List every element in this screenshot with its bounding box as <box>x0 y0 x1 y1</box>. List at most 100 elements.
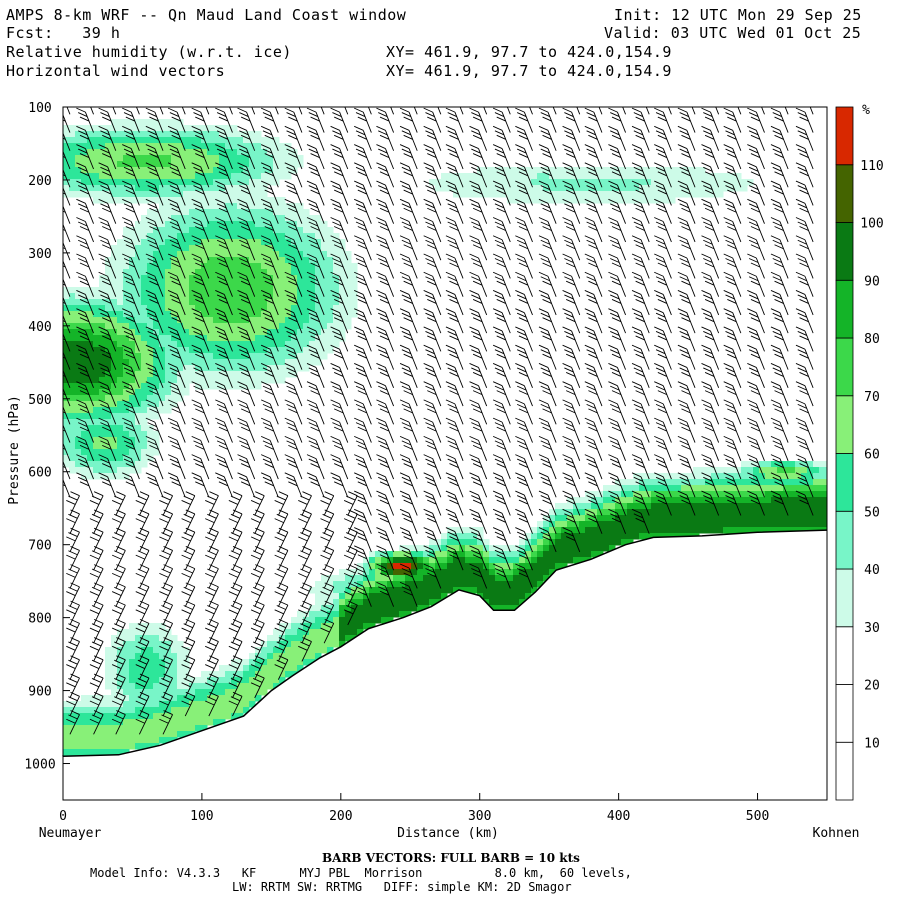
rh-cell <box>429 545 436 552</box>
rh-cell <box>141 143 148 150</box>
rh-cell <box>807 461 814 468</box>
rh-cell <box>177 719 184 726</box>
rh-cell <box>333 605 340 612</box>
rh-cell <box>153 353 160 360</box>
rh-cell <box>483 593 490 600</box>
rh-cell <box>699 491 706 498</box>
rh-cell <box>651 509 658 516</box>
rh-cell <box>225 311 232 318</box>
wind-barb-flag <box>68 605 78 610</box>
rh-cell <box>201 695 208 702</box>
rh-cell <box>135 377 142 384</box>
rh-cell <box>231 299 238 306</box>
rh-cell <box>747 503 754 510</box>
wind-barb-staff <box>107 440 117 461</box>
rh-cell <box>237 233 244 240</box>
rh-cell <box>819 515 826 522</box>
rh-cell <box>519 557 526 564</box>
wind-barb-flag <box>191 253 201 259</box>
rh-cell <box>159 341 166 348</box>
rh-cell <box>345 617 352 624</box>
rh-cell <box>177 119 184 126</box>
rh-cell <box>267 287 274 294</box>
rh-cell <box>237 689 244 696</box>
rh-cell <box>183 383 190 390</box>
wind-barb-flag <box>218 463 229 469</box>
wind-barb-flag <box>167 344 178 350</box>
rh-cell <box>801 485 808 492</box>
rh-cell <box>171 395 178 402</box>
wind-barb-flag <box>66 718 76 724</box>
rh-cell <box>741 485 748 492</box>
rh-cell <box>357 605 364 612</box>
rh-cell <box>243 311 250 318</box>
rh-cell <box>75 419 82 426</box>
wind-barb-flag <box>195 244 205 250</box>
rh-cell <box>507 197 514 204</box>
wind-barb-staff <box>232 641 243 662</box>
rh-cell <box>465 173 472 180</box>
wind-barb-staff <box>223 184 233 206</box>
rh-cell <box>393 563 400 570</box>
wind-barb-flag <box>239 258 249 263</box>
rh-cell <box>117 671 124 678</box>
rh-cell <box>513 575 520 582</box>
wind-barb-staff <box>138 714 150 735</box>
wind-barb-flag <box>68 495 78 501</box>
wind-barb-flag <box>169 440 180 446</box>
rh-cell <box>561 521 568 528</box>
wind-barb-staff <box>232 623 243 644</box>
rh-cell <box>387 617 394 624</box>
rh-cell <box>111 653 118 660</box>
rh-cell <box>327 239 334 246</box>
rh-cell <box>135 125 142 132</box>
wind-barb-flag <box>181 554 191 560</box>
rh-cell <box>141 659 148 666</box>
rh-cell <box>309 299 316 306</box>
rh-cell <box>405 587 412 594</box>
rh-cell <box>63 317 70 324</box>
rh-cell <box>783 473 790 480</box>
rh-cell <box>69 191 76 198</box>
rh-cell <box>147 425 154 432</box>
rh-cell <box>819 509 826 516</box>
wind-barb-flag <box>93 564 104 570</box>
rh-cell <box>105 647 112 654</box>
rh-cell <box>627 191 634 198</box>
rh-cell <box>663 521 670 528</box>
rh-cell <box>261 221 268 228</box>
wind-barb-flag <box>102 335 112 341</box>
rh-cell <box>255 323 262 330</box>
rh-cell <box>585 497 592 504</box>
rh-cell <box>219 281 226 288</box>
rh-cell <box>159 215 166 222</box>
rh-cell <box>165 191 172 198</box>
wind-barb-flag <box>125 481 136 487</box>
rh-cell <box>519 569 526 576</box>
rh-cell <box>153 443 160 450</box>
wind-barb-flag <box>159 572 169 578</box>
wind-barb-staff <box>205 107 210 115</box>
wind-barb-staff <box>232 677 243 699</box>
rh-cell <box>189 221 196 228</box>
rh-cell <box>303 329 310 336</box>
rh-cell <box>279 167 286 174</box>
rh-cell <box>231 281 238 288</box>
rh-cell <box>111 305 118 312</box>
wind-barb-staff <box>84 111 94 133</box>
rh-cell <box>69 743 76 750</box>
rh-cell <box>213 137 220 144</box>
rh-cell <box>81 323 88 330</box>
wind-barb-staff <box>223 421 233 443</box>
rh-cell <box>147 239 154 246</box>
rh-cell <box>141 293 148 300</box>
rh-cell <box>201 335 208 342</box>
rh-cell <box>285 233 292 240</box>
wind-barb-flag <box>145 180 156 186</box>
rh-cell <box>291 239 298 246</box>
rh-cell <box>777 509 784 516</box>
rh-cell <box>123 665 130 672</box>
wind-barb-flag <box>125 426 136 432</box>
rh-cell <box>405 557 412 564</box>
rh-cell <box>285 623 292 630</box>
